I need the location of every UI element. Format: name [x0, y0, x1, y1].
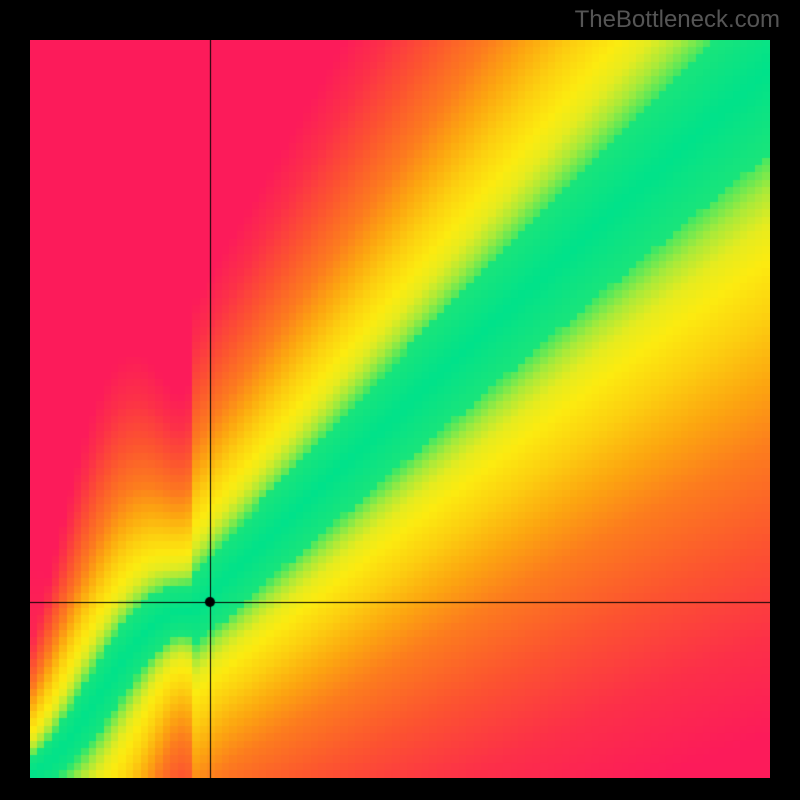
bottleneck-heatmap	[30, 40, 770, 778]
watermark-label: TheBottleneck.com	[575, 6, 780, 34]
chart-container: TheBottleneck.com	[0, 0, 800, 800]
